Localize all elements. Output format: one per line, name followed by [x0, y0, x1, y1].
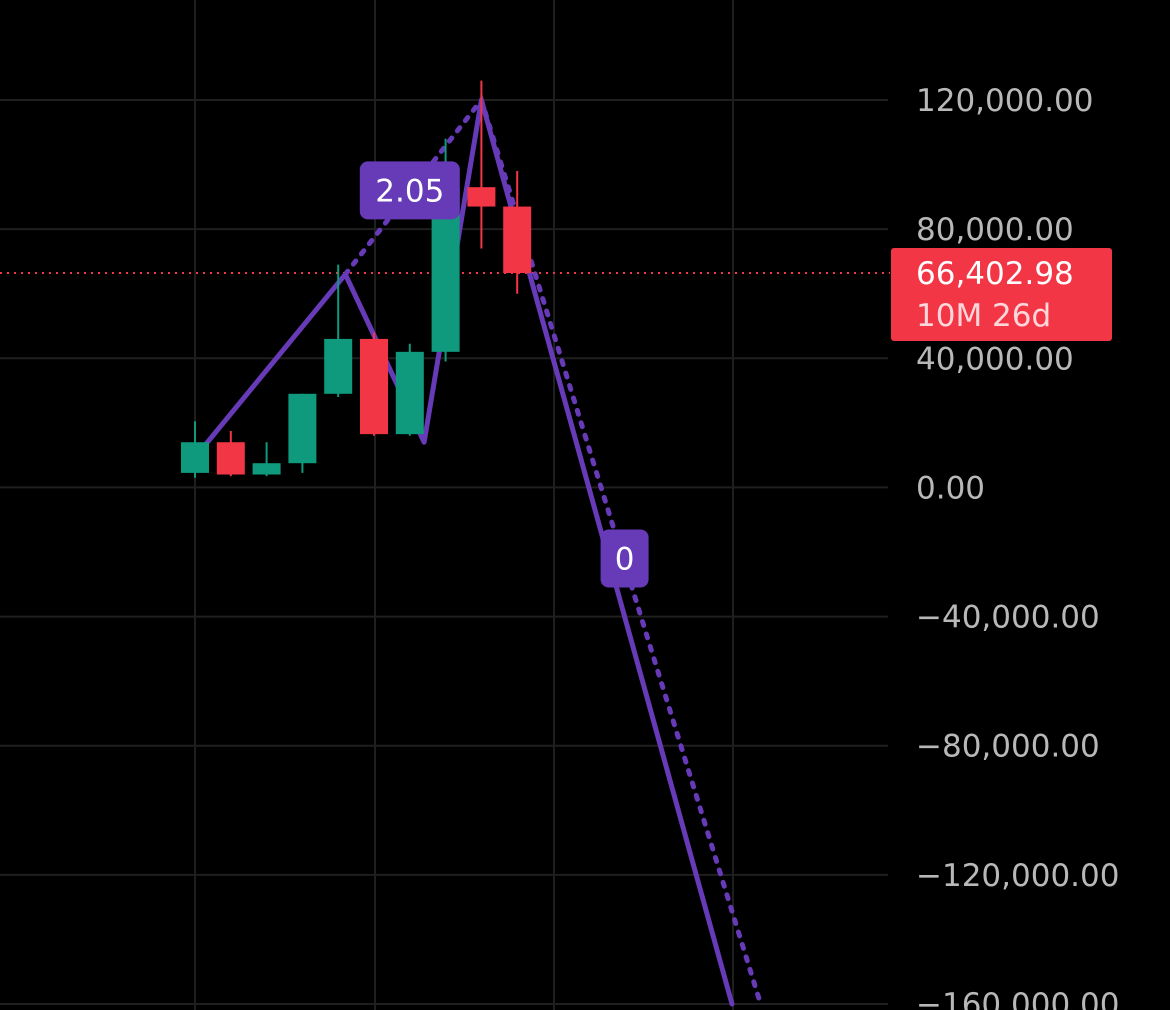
- candle-up[interactable]: [288, 393, 317, 473]
- pattern-badge[interactable]: 0: [600, 529, 649, 588]
- last-price-tag: 66,402.98 10M 26d: [891, 248, 1112, 342]
- pattern-badge[interactable]: 2.05: [359, 161, 460, 220]
- pattern-badge-label: 0: [615, 541, 635, 577]
- candle-down[interactable]: [503, 171, 532, 294]
- candle-body: [181, 442, 209, 473]
- candle-body: [288, 393, 317, 464]
- pattern-labels[interactable]: 2.05 0: [359, 161, 649, 588]
- candle-body: [324, 338, 353, 394]
- last-price-value: 66,402.98: [916, 256, 1074, 292]
- candle-body: [252, 463, 281, 475]
- price-axis-tick-label: 40,000.00: [916, 341, 1074, 377]
- pattern-badge-bg: [359, 161, 460, 220]
- candle-up[interactable]: [252, 442, 281, 477]
- price-axis-tick-label: 120,000.00: [916, 83, 1094, 119]
- candle-up[interactable]: [181, 421, 209, 478]
- price-axis[interactable]: 120,000.00 80,000.00 40,000.00 0.00 −40,000.…: [916, 83, 1119, 1010]
- price-axis-tick-label: −120,000.00: [916, 858, 1119, 894]
- candle-body: [216, 442, 245, 475]
- candle-down[interactable]: [360, 332, 388, 436]
- pattern-badge-bg: [600, 529, 649, 588]
- price-axis-tick-label: −40,000.00: [916, 600, 1100, 636]
- candle-up[interactable]: [395, 343, 424, 436]
- candles[interactable]: [181, 80, 532, 478]
- pattern-badge-label: 2.05: [375, 173, 444, 209]
- candle-up[interactable]: [324, 264, 353, 398]
- price-axis-tick-label: 80,000.00: [916, 212, 1074, 248]
- candle-down[interactable]: [467, 80, 496, 249]
- last-price-tag-bg: [891, 248, 1112, 342]
- price-axis-tick-label: −160,000.00: [916, 987, 1119, 1010]
- candle-body: [360, 338, 388, 435]
- candle-body: [467, 187, 496, 207]
- candle-body: [395, 351, 424, 435]
- bar-countdown: 10M 26d: [916, 298, 1051, 334]
- candle-down[interactable]: [216, 430, 245, 477]
- price-axis-tick-label: 0.00: [916, 470, 985, 506]
- candle-body: [503, 206, 532, 274]
- grid: [0, 0, 888, 1010]
- pattern-solid-line: [199, 97, 735, 1007]
- price-axis-tick-label: −80,000.00: [916, 729, 1100, 765]
